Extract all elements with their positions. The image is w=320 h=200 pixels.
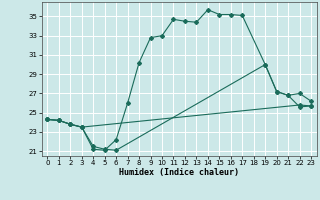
X-axis label: Humidex (Indice chaleur): Humidex (Indice chaleur) [119, 168, 239, 177]
